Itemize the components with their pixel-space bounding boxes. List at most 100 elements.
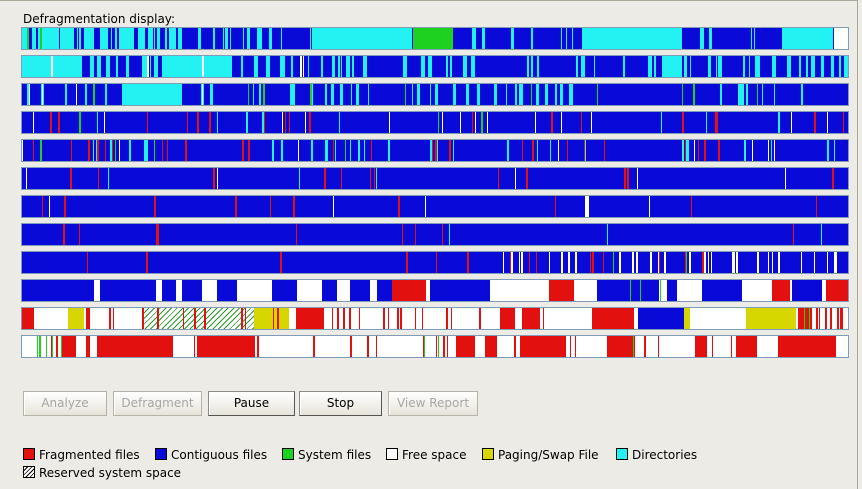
disk-cluster-segment [114, 336, 115, 357]
disk-cluster-segment [154, 56, 158, 77]
disk-cluster-segment [526, 168, 528, 189]
disk-cluster-segment [787, 28, 789, 49]
disk-cluster-segment [42, 196, 43, 217]
disk-cluster-segment [582, 28, 682, 49]
disk-cluster-segment [831, 56, 834, 77]
disk-cluster-segment [843, 112, 844, 133]
disk-cluster-segment [157, 308, 159, 329]
disk-cluster-segment [144, 56, 147, 77]
disk-cluster-segment [324, 168, 326, 189]
disk-cluster-segment [325, 140, 327, 161]
disk-cluster-segment [118, 28, 119, 49]
disk-cluster-segment [24, 28, 28, 49]
disk-cluster-segment [113, 308, 114, 329]
disk-cluster-segment [22, 140, 23, 161]
disk-cluster-segment [506, 84, 507, 105]
disk-cluster-segment [630, 280, 631, 301]
paging-swatch-icon [482, 448, 494, 460]
disk-cluster-segment [90, 56, 93, 77]
disk-cluster-segment [415, 308, 416, 329]
disk-cluster-segment [607, 224, 608, 245]
disk-cluster-segment [682, 112, 684, 133]
stop-button[interactable]: Stop [299, 391, 382, 416]
disk-cluster-segment [98, 168, 99, 189]
disk-cluster-segment [503, 252, 504, 273]
disk-cluster-segment [560, 84, 561, 105]
disk-cluster-segment [33, 140, 34, 161]
disk-cluster-segment [638, 308, 684, 329]
disk-cluster-segment [198, 28, 201, 49]
disk-cluster-segment [82, 28, 84, 49]
disk-cluster-segment [805, 308, 807, 329]
disk-cluster-segment [242, 140, 244, 161]
disk-cluster-segment [428, 56, 432, 77]
disk-cluster-segment [63, 224, 65, 245]
view-report-button[interactable]: View Report [388, 391, 478, 416]
disk-cluster-segment [27, 28, 28, 49]
disk-cluster-segment [778, 252, 780, 273]
disk-cluster-segment [743, 56, 744, 77]
disk-cluster-segment [194, 336, 195, 357]
disk-cluster-segment [532, 140, 534, 161]
disk-cluster-segment [813, 28, 816, 49]
disk-cluster-segment [801, 84, 803, 105]
disk-cluster-segment [653, 28, 656, 49]
disk-cluster-segment [22, 28, 182, 49]
disk-cluster-segment [521, 84, 523, 105]
disk-cluster-segment [814, 252, 815, 273]
disk-cluster-segment [424, 336, 425, 357]
disk-cluster-segment [558, 140, 559, 161]
disk-cluster-segment [145, 28, 148, 49]
disk-cluster-segment [570, 336, 571, 357]
disk-cluster-segment [120, 28, 123, 49]
disk-cluster-segment [840, 308, 841, 329]
disk-cluster-segment [473, 336, 475, 357]
defragment-button[interactable]: Defragment [113, 391, 202, 416]
disk-cluster-segment [260, 28, 262, 49]
disk-cluster-segment [97, 28, 100, 49]
disk-cluster-segment [463, 56, 464, 77]
disk-cluster-segment [123, 336, 125, 357]
disk-cluster-segment [481, 112, 483, 133]
disk-cluster-segment [821, 224, 822, 245]
reserved-hatch-swatch-icon [23, 466, 35, 478]
disk-cluster-segment [717, 112, 718, 133]
disk-cluster-segment [451, 308, 452, 329]
disk-cluster-segment [618, 336, 620, 357]
disk-cluster-segment [806, 56, 808, 77]
disk-map-row [21, 251, 849, 274]
disk-cluster-segment [754, 28, 755, 49]
pause-button[interactable]: Pause [208, 391, 295, 416]
disk-cluster-segment [185, 140, 187, 161]
disk-cluster-segment [367, 336, 369, 357]
disk-cluster-segment [732, 252, 734, 273]
disk-cluster-segment [247, 28, 250, 49]
disk-cluster-segment [644, 336, 646, 357]
disk-cluster-segment [442, 224, 443, 245]
disk-cluster-segment [695, 336, 707, 357]
disk-cluster-segment [299, 168, 300, 189]
disk-cluster-segment [122, 84, 182, 105]
disk-cluster-segment [147, 56, 149, 77]
disk-cluster-segment [310, 28, 311, 49]
disk-cluster-segment [827, 252, 828, 273]
disk-cluster-segment [472, 28, 475, 49]
disk-cluster-segment [356, 84, 359, 105]
disk-cluster-segment [453, 84, 456, 105]
disk-cluster-segment [79, 112, 81, 133]
disk-cluster-segment [162, 140, 163, 161]
disk-cluster-segment [623, 56, 625, 77]
fragmented-swatch-icon [23, 448, 35, 460]
disk-cluster-segment [22, 112, 848, 133]
disk-cluster-segment [456, 336, 458, 357]
disk-cluster-segment [217, 112, 218, 133]
disk-cluster-segment [430, 280, 490, 301]
disk-cluster-segment [320, 28, 321, 49]
analyze-button[interactable]: Analyze [23, 391, 107, 416]
disk-cluster-segment [738, 84, 741, 105]
disk-cluster-segment [711, 252, 712, 273]
disk-cluster-segment [248, 140, 250, 161]
disk-cluster-segment [105, 140, 106, 161]
disk-cluster-segment [829, 28, 833, 49]
disk-cluster-segment [786, 336, 788, 357]
